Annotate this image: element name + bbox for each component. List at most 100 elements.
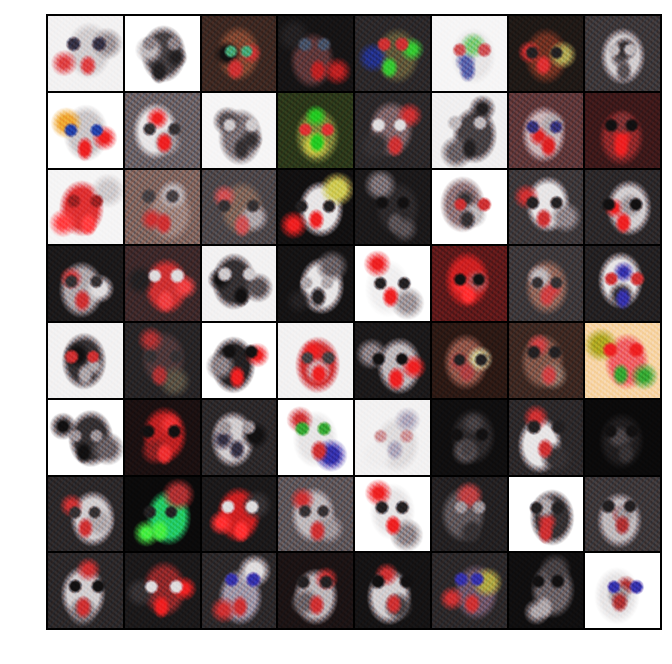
generated-face-image [585, 92, 660, 168]
noise-texture [201, 323, 277, 398]
generated-face-image [201, 92, 277, 168]
noise-texture [48, 92, 123, 168]
grid-tile [201, 476, 277, 552]
noise-texture [508, 399, 584, 475]
noise-texture [124, 399, 200, 475]
noise-texture [431, 399, 507, 475]
noise-texture [201, 246, 277, 321]
generated-face-image [278, 553, 353, 628]
grid-tile [431, 399, 507, 475]
grid-tile [278, 476, 353, 552]
generated-face-image [431, 553, 507, 628]
noise-texture [201, 16, 277, 91]
generated-face-image [508, 476, 584, 552]
generated-face-image [124, 399, 200, 475]
grid-tile [508, 323, 584, 398]
grid-tile [278, 553, 353, 628]
grid-tile [585, 16, 660, 91]
grid-tile [431, 169, 507, 245]
grid-tile [585, 323, 660, 398]
generated-face-image [585, 323, 660, 398]
image-grid [46, 14, 662, 630]
noise-texture [355, 323, 430, 398]
grid-tile [201, 323, 277, 398]
noise-texture [508, 246, 584, 321]
noise-texture [508, 169, 584, 245]
grid-tile [124, 323, 200, 398]
generated-face-image [201, 553, 277, 628]
noise-texture [201, 553, 277, 628]
grid-tile [585, 476, 660, 552]
generated-face-image [355, 323, 430, 398]
noise-texture [124, 16, 200, 91]
grid-tile [585, 246, 660, 321]
grid-tile [508, 476, 584, 552]
generated-face-image [355, 92, 430, 168]
grid-tile [585, 553, 660, 628]
noise-texture [48, 553, 123, 628]
generated-face-image [201, 399, 277, 475]
grid-tile [585, 399, 660, 475]
grid-tile [585, 169, 660, 245]
noise-texture [508, 92, 584, 168]
grid-tile [355, 92, 430, 168]
noise-texture [201, 399, 277, 475]
generated-face-image [355, 476, 430, 552]
generated-face-image [585, 169, 660, 245]
grid-tile [508, 399, 584, 475]
noise-texture [508, 16, 584, 91]
generated-face-image [124, 323, 200, 398]
generated-face-image [48, 399, 123, 475]
noise-texture [355, 553, 430, 628]
noise-texture [124, 476, 200, 552]
grid-tile [278, 399, 353, 475]
noise-texture [278, 399, 353, 475]
noise-texture [355, 399, 430, 475]
generated-face-image [278, 399, 353, 475]
noise-texture [278, 169, 353, 245]
generated-face-image [431, 476, 507, 552]
grid-tile [48, 16, 123, 91]
grid-tile [278, 16, 353, 91]
generated-face-image [431, 246, 507, 321]
grid-tile [355, 246, 430, 321]
grid-tile [201, 169, 277, 245]
grid-tile [201, 92, 277, 168]
generated-face-image [431, 16, 507, 91]
grid-tile [201, 553, 277, 628]
grid-tile [201, 399, 277, 475]
noise-texture [431, 323, 507, 398]
generated-face-image [508, 246, 584, 321]
generated-face-image [508, 92, 584, 168]
grid-tile [278, 169, 353, 245]
generated-face-image [585, 16, 660, 91]
generated-face-image [124, 553, 200, 628]
generated-face-image [355, 169, 430, 245]
noise-texture [355, 92, 430, 168]
noise-texture [278, 476, 353, 552]
generated-face-image [508, 169, 584, 245]
generated-face-image [355, 246, 430, 321]
generated-face-image [124, 16, 200, 91]
generated-face-image [201, 246, 277, 321]
grid-tile [48, 399, 123, 475]
grid-tile [201, 16, 277, 91]
noise-texture [48, 246, 123, 321]
generated-face-image [124, 476, 200, 552]
noise-texture [48, 399, 123, 475]
generated-face-image [508, 553, 584, 628]
generated-face-image [48, 16, 123, 91]
noise-texture [48, 476, 123, 552]
noise-texture [48, 323, 123, 398]
noise-texture [585, 16, 660, 91]
noise-texture [431, 476, 507, 552]
noise-texture [48, 16, 123, 91]
generated-face-image [431, 323, 507, 398]
generated-face-image [355, 553, 430, 628]
noise-texture [278, 553, 353, 628]
noise-texture [201, 169, 277, 245]
generated-face-image [278, 476, 353, 552]
grid-tile [355, 323, 430, 398]
grid-tile [431, 323, 507, 398]
grid-tile [201, 246, 277, 321]
